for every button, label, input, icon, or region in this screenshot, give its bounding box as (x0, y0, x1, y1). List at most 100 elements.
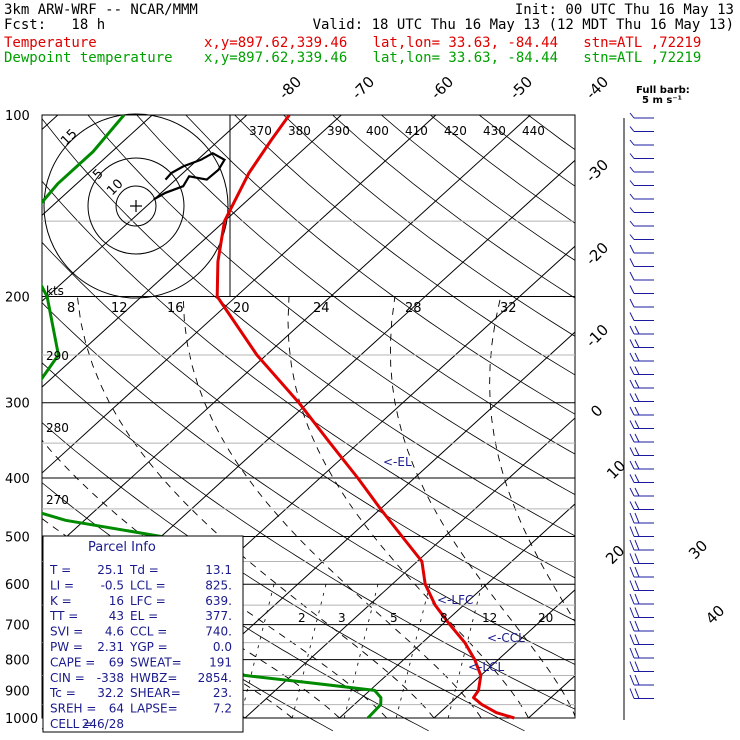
wind-barb-feather (629, 298, 635, 308)
isotherm-line (623, 115, 740, 718)
wind-barb-feather (629, 271, 635, 281)
wind-barb-feather (629, 180, 635, 186)
parcel-cell: 23. (213, 686, 232, 700)
mixing-ratio-line (239, 584, 275, 719)
parcel-cell: SHEAR= (130, 686, 181, 700)
parcel-cell: SREH = (50, 702, 96, 716)
dry-adiabat-line (527, 115, 575, 151)
parcel-cell: 64 (109, 702, 124, 716)
temperature-legend-info: x,y=897.62,339.46 lat,lon= 33.63, -84.44… (204, 35, 702, 51)
wind-barb-feather (629, 593, 635, 605)
wind-barb-feather (634, 460, 640, 470)
wind-barb-feather (634, 447, 640, 456)
wind-barb-feather (629, 474, 635, 483)
mixing-ratio-label-28: 28 (405, 301, 422, 316)
wind-barb-feather (629, 207, 635, 213)
parcel-cell: SVI = (50, 625, 83, 639)
wind-barb-feather (634, 634, 640, 645)
wind-barb-feather (629, 234, 635, 240)
isotherm-line (42, 115, 437, 474)
wind-barb-feather (629, 433, 635, 443)
wind-barb-feather (629, 539, 635, 551)
parcel-info-panel: Parcel Info T = 25.1 Td = 13.1 LI = -0.5 LCL = 8… (42, 535, 244, 733)
mixing-ratio-low-label-12: 12 (482, 611, 497, 625)
hodograph-ring (115, 185, 157, 227)
parcel-cell: 43 (109, 609, 124, 623)
level-marker-lfc: <-LFC (437, 593, 473, 607)
dry-adiabat-line (724, 115, 740, 731)
wind-barb-feather (629, 166, 635, 173)
pressure-tick-100: 100 (5, 109, 30, 124)
pressure-tick-700: 700 (5, 619, 30, 634)
wind-barb-feather (629, 526, 635, 537)
theta-label-370: 370 (249, 124, 272, 138)
wind-barb-feather (629, 647, 635, 659)
dry-adiabat-line (234, 115, 575, 376)
moist-adiabat-line (182, 296, 482, 719)
wind-barb-feather (629, 379, 635, 389)
parcel-cell: 825. (205, 578, 232, 592)
wind-barb-feather (629, 634, 635, 645)
theta-label-410: 410 (405, 124, 428, 138)
wind-barb-feather (629, 126, 635, 132)
hodograph-ring (87, 157, 185, 255)
parcel-cell: Td = (129, 563, 159, 577)
parcel-cell: 4.6 (105, 625, 124, 639)
parcel-cell: LCL = (130, 578, 166, 592)
parcel-cell: 69 (109, 655, 124, 669)
theta-e-label-270: 270 (46, 493, 69, 507)
temperature-tick--20: -20 (582, 239, 612, 269)
wind-barb-feather (629, 406, 635, 416)
temperature-tick-30: 30 (685, 537, 711, 563)
mixing-ratio-low-label-2: 2 (298, 611, 306, 625)
theta-label-400: 400 (366, 124, 389, 138)
parcel-cell: LI = (50, 578, 74, 592)
isotherm-line (339, 503, 575, 719)
model-title: 3km ARW-WRF -- NCAR/MMM (4, 2, 198, 18)
parcel-cell: 16 (109, 594, 124, 608)
wind-barb-feather (629, 139, 635, 146)
hodograph-ring-label: 15 (58, 127, 80, 149)
wind-barb-feather (629, 620, 635, 632)
wind-barb-feather (629, 501, 635, 510)
wind-barb-feather (629, 420, 635, 429)
temperature-tick--10: -10 (582, 321, 612, 351)
isotherm-line (528, 675, 575, 719)
wind-barb-feather (634, 661, 640, 672)
temperature-legend-label: Temperature (4, 35, 97, 51)
isotherm-line (42, 115, 342, 388)
parcel-cell: CCL = (130, 625, 167, 639)
parcel-cell: 377. (205, 609, 232, 623)
pressure-tick-400: 400 (5, 472, 30, 487)
isotherm-line (433, 589, 575, 719)
parcel-cell: T = (49, 563, 71, 577)
parcel-cell: PW = (50, 640, 83, 654)
parcel-cell: 639. (205, 594, 232, 608)
temperature-tick--50: -50 (506, 73, 536, 103)
dry-adiabat-line (381, 115, 575, 261)
temperature-tick-40: 40 (702, 602, 728, 628)
parcel-cell: 7.2 (213, 702, 232, 716)
wind-barb-feather (629, 487, 635, 497)
wind-barb-column: Full barb:5 m s⁻¹ (623, 85, 690, 720)
barb-legend-line1: Full barb: (636, 85, 690, 96)
pressure-tick-300: 300 (5, 397, 30, 412)
parcel-cell: 2.31 (97, 640, 124, 654)
wind-barb-feather (629, 325, 635, 335)
dry-adiabat-line (87, 115, 575, 496)
wind-barb-feather (629, 112, 635, 119)
wind-barb-feather (634, 420, 640, 429)
level-marker-lcl: <-LCL (468, 660, 504, 674)
moist-adiabat-line (389, 296, 575, 718)
mixing-ratio-label-32: 32 (500, 301, 517, 316)
barb-legend-line2: 5 m s⁻¹ (642, 95, 682, 106)
mixing-ratio-low-label-3: 3 (338, 611, 346, 625)
pressure-tick-600: 600 (5, 578, 30, 593)
mixing-ratio-label-24: 24 (313, 301, 330, 316)
wind-barb-feather (634, 474, 640, 483)
theta-e-label-290: 290 (46, 349, 69, 363)
wind-barb-feather (629, 460, 635, 470)
wind-barb-feather (629, 580, 635, 591)
dry-adiabat-line (42, 241, 575, 622)
